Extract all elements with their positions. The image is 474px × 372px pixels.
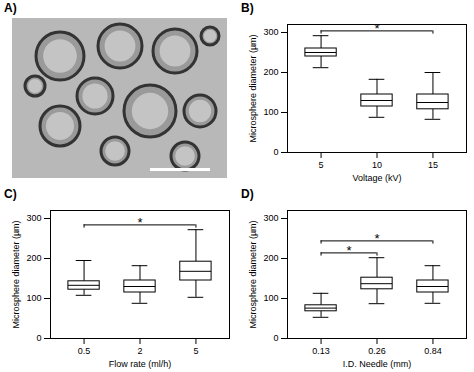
svg-text:Flow rate (ml/h): Flow rate (ml/h) [109, 359, 172, 369]
svg-text:300: 300 [26, 213, 41, 223]
svg-text:Microsphere diameter (µm): Microsphere diameter (µm) [11, 220, 21, 328]
svg-text:200: 200 [263, 67, 278, 77]
svg-text:200: 200 [26, 253, 41, 263]
svg-text:0.13: 0.13 [312, 346, 330, 356]
svg-text:0: 0 [273, 333, 278, 343]
svg-text:0: 0 [36, 333, 41, 343]
svg-text:Microsphere diameter (µm): Microsphere diameter (µm) [248, 220, 258, 328]
svg-text:300: 300 [263, 213, 278, 223]
svg-text:5: 5 [319, 160, 324, 170]
svg-text:*: * [374, 21, 379, 36]
svg-text:0: 0 [273, 147, 278, 157]
svg-text:Microsphere diameter (µm): Microsphere diameter (µm) [248, 34, 258, 142]
svg-text:0.26: 0.26 [368, 346, 386, 356]
svg-text:*: * [347, 243, 352, 258]
svg-text:Voltage (kV): Voltage (kV) [352, 173, 401, 183]
svg-text:100: 100 [26, 293, 41, 303]
svg-text:15: 15 [428, 160, 438, 170]
svg-text:*: * [374, 231, 379, 246]
svg-text:*: * [137, 215, 142, 230]
svg-text:2: 2 [137, 346, 142, 356]
svg-text:100: 100 [263, 293, 278, 303]
svg-text:100: 100 [263, 107, 278, 117]
svg-text:0.5: 0.5 [78, 346, 91, 356]
svg-text:10: 10 [372, 160, 382, 170]
svg-text:5: 5 [193, 346, 198, 356]
html-text:C): C) [4, 187, 17, 201]
html-text:D): D) [241, 187, 254, 201]
svg-text:I.D. Needle (mm): I.D. Needle (mm) [343, 359, 412, 369]
svg-text:200: 200 [263, 253, 278, 263]
svg-text:0.84: 0.84 [424, 346, 442, 356]
svg-text:300: 300 [263, 27, 278, 37]
html-text:B): B) [241, 1, 254, 15]
html-text:A): A) [4, 1, 17, 15]
